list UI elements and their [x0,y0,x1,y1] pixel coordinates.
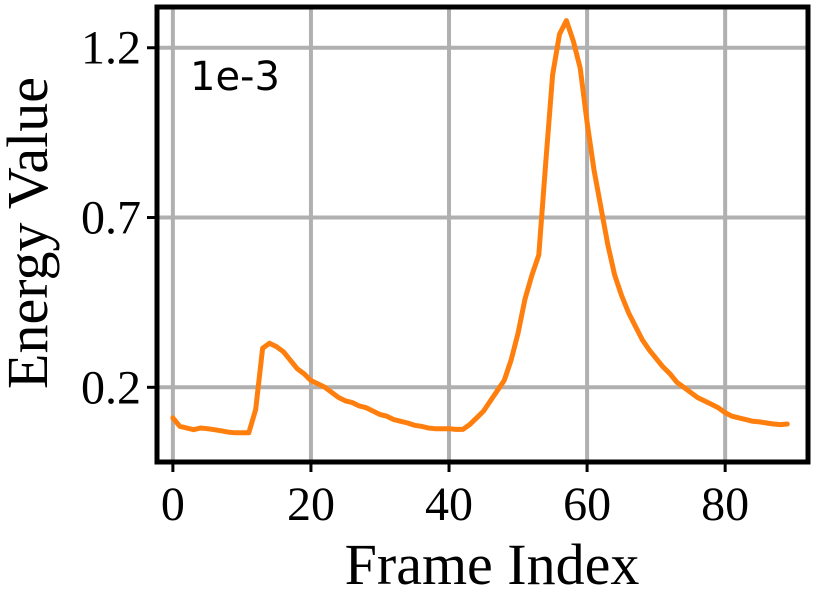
x-tick-label: 60 [563,478,611,531]
plot-frame [154,4,811,465]
y-axis-title: Energy Value [0,77,60,389]
y-tick-label: 0.2 [81,361,141,414]
x-tick-label: 40 [425,478,473,531]
y-tick-label: 0.7 [81,192,141,245]
x-axis-title: Frame Index [345,532,640,589]
x-tick-label: 20 [287,478,335,531]
x-tick-label: 80 [701,478,749,531]
offset-label: 1e-3 [190,54,280,100]
series-line [170,18,790,436]
y-tick-label: 1.2 [81,22,141,75]
y-axis-ticks: 0.2 0.7 1.2 [81,22,157,414]
grid [157,7,808,462]
x-axis-ticks: 0 20 40 60 80 [161,462,749,531]
x-tick-label: 0 [161,478,185,531]
